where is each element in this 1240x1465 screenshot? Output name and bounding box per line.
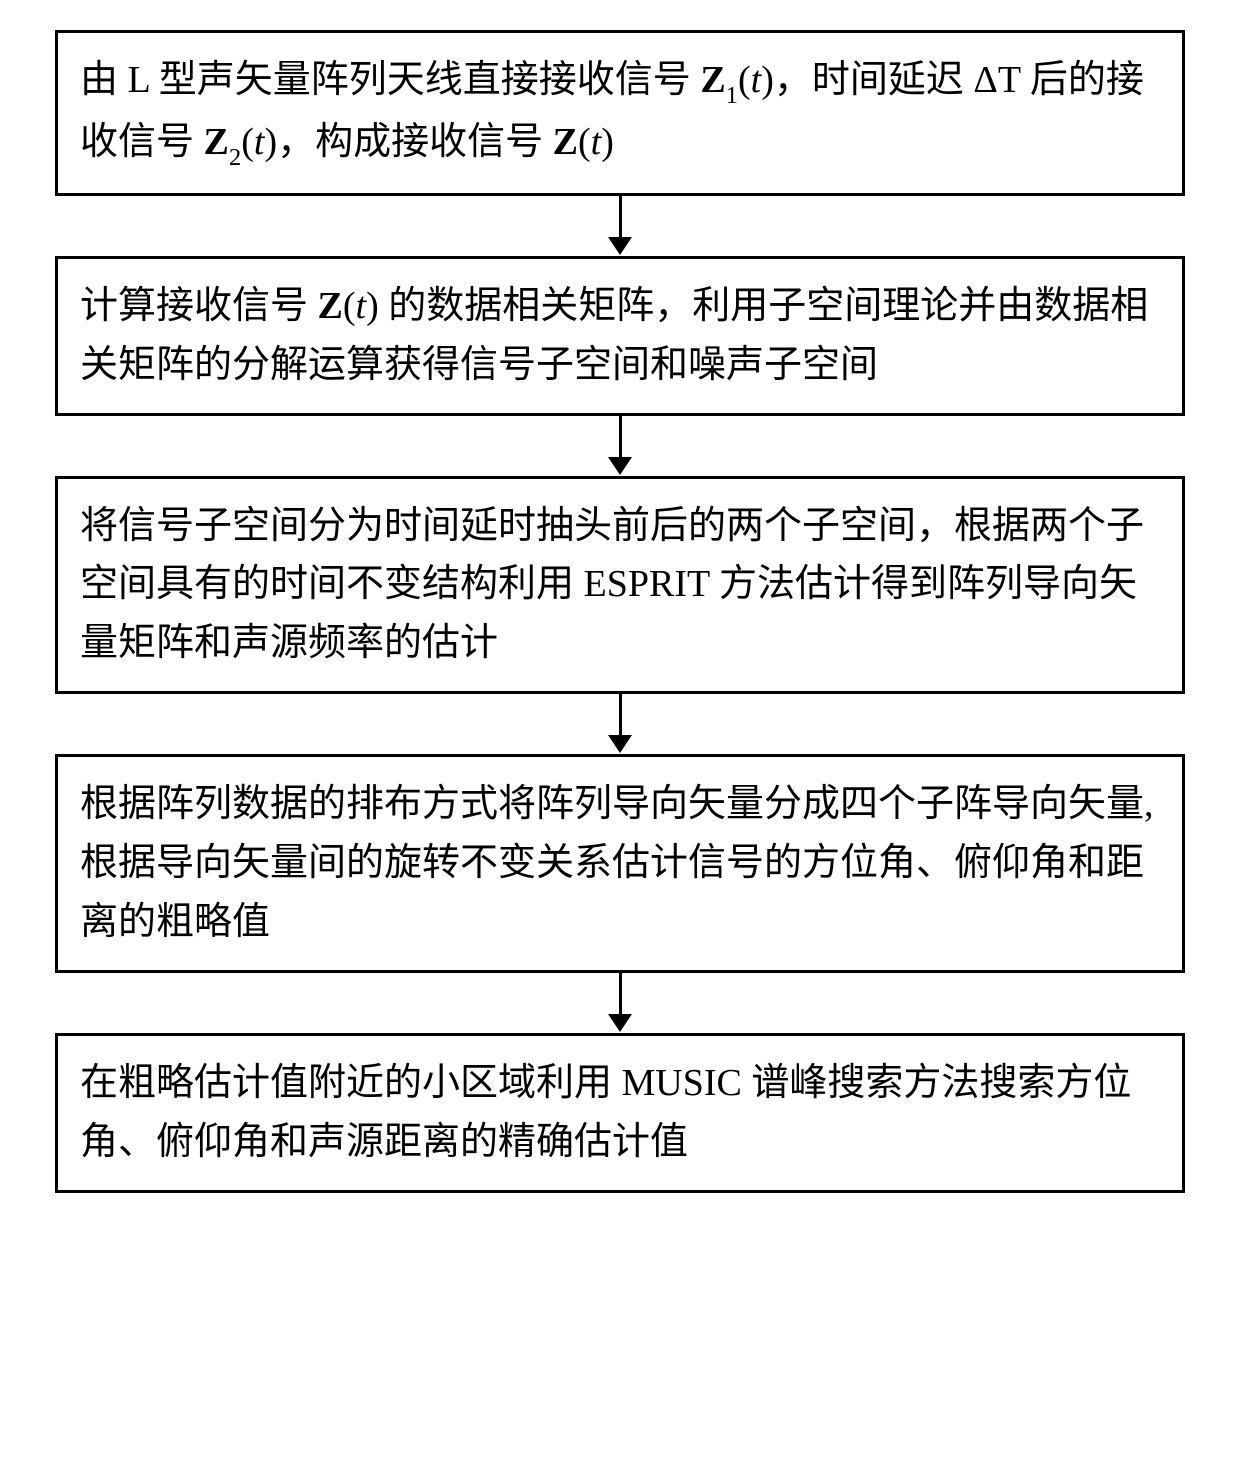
step4-text: 根据阵列数据的排布方式将阵列导向矢量分成四个子阵导向矢量,根据导向矢量间的旋转不…	[80, 783, 1154, 943]
step1-sig1-close: )	[761, 59, 774, 101]
step1-sig1-sub: 1	[726, 82, 738, 109]
flow-step-5: 在粗略估计值附近的小区域利用 MUSIC 谱峰搜索方法搜索方位角、俯仰角和声源距…	[55, 1033, 1185, 1193]
arrow-shaft	[619, 196, 622, 238]
arrow-shaft	[619, 694, 622, 736]
arrow-head-icon	[608, 237, 632, 255]
arrow-4-5	[608, 973, 632, 1033]
step1-sig3-sym: Z	[553, 121, 578, 163]
step1-sig1-arg: t	[751, 59, 762, 101]
step1-sig2-sym: Z	[204, 121, 229, 163]
step1-sig3-open: (	[578, 121, 591, 163]
arrow-head-icon	[608, 457, 632, 475]
step1-sig1-sym: Z	[700, 59, 725, 101]
flowchart-container: 由 L 型声矢量阵列天线直接接收信号 Z1(t)，时间延迟 ΔT 后的接收信号 …	[30, 30, 1210, 1193]
step2-sig-sym: Z	[318, 285, 343, 327]
step2-sig-arg: t	[356, 285, 367, 327]
step1-sig2-arg: t	[254, 121, 265, 163]
step2-prefix: 计算接收信号	[80, 285, 318, 327]
arrow-3-4	[608, 694, 632, 754]
arrow-head-icon	[608, 735, 632, 753]
arrow-2-3	[608, 416, 632, 476]
step1-sig2-close: )	[264, 121, 277, 163]
step1-sig2-sub: 2	[229, 144, 241, 171]
arrow-shaft	[619, 416, 622, 458]
step1-sig1-open: (	[738, 59, 751, 101]
flow-step-3: 将信号子空间分为时间延时抽头前后的两个子空间，根据两个子空间具有的时间不变结构利…	[55, 476, 1185, 695]
step1-mid2: ，构成接收信号	[277, 121, 553, 163]
arrow-1-2	[608, 196, 632, 256]
step2-sig-open: (	[343, 285, 356, 327]
step1-sig2-open: (	[241, 121, 254, 163]
flow-step-4: 根据阵列数据的排布方式将阵列导向矢量分成四个子阵导向矢量,根据导向矢量间的旋转不…	[55, 754, 1185, 973]
flow-step-1: 由 L 型声矢量阵列天线直接接收信号 Z1(t)，时间延迟 ΔT 后的接收信号 …	[55, 30, 1185, 196]
step2-sig-close: )	[366, 285, 379, 327]
arrow-head-icon	[608, 1014, 632, 1032]
flow-step-2: 计算接收信号 Z(t) 的数据相关矩阵，利用子空间理论并由数据相关矩阵的分解运算…	[55, 256, 1185, 416]
arrow-shaft	[619, 973, 622, 1015]
step1-prefix: 由 L 型声矢量阵列天线直接接收信号	[80, 59, 700, 101]
step1-sig3-arg: t	[591, 121, 602, 163]
step5-text: 在粗略估计值附近的小区域利用 MUSIC 谱峰搜索方法搜索方位角、俯仰角和声源距…	[80, 1062, 1131, 1163]
step3-text: 将信号子空间分为时间延时抽头前后的两个子空间，根据两个子空间具有的时间不变结构利…	[80, 505, 1144, 665]
step1-sig3-close: )	[601, 121, 614, 163]
